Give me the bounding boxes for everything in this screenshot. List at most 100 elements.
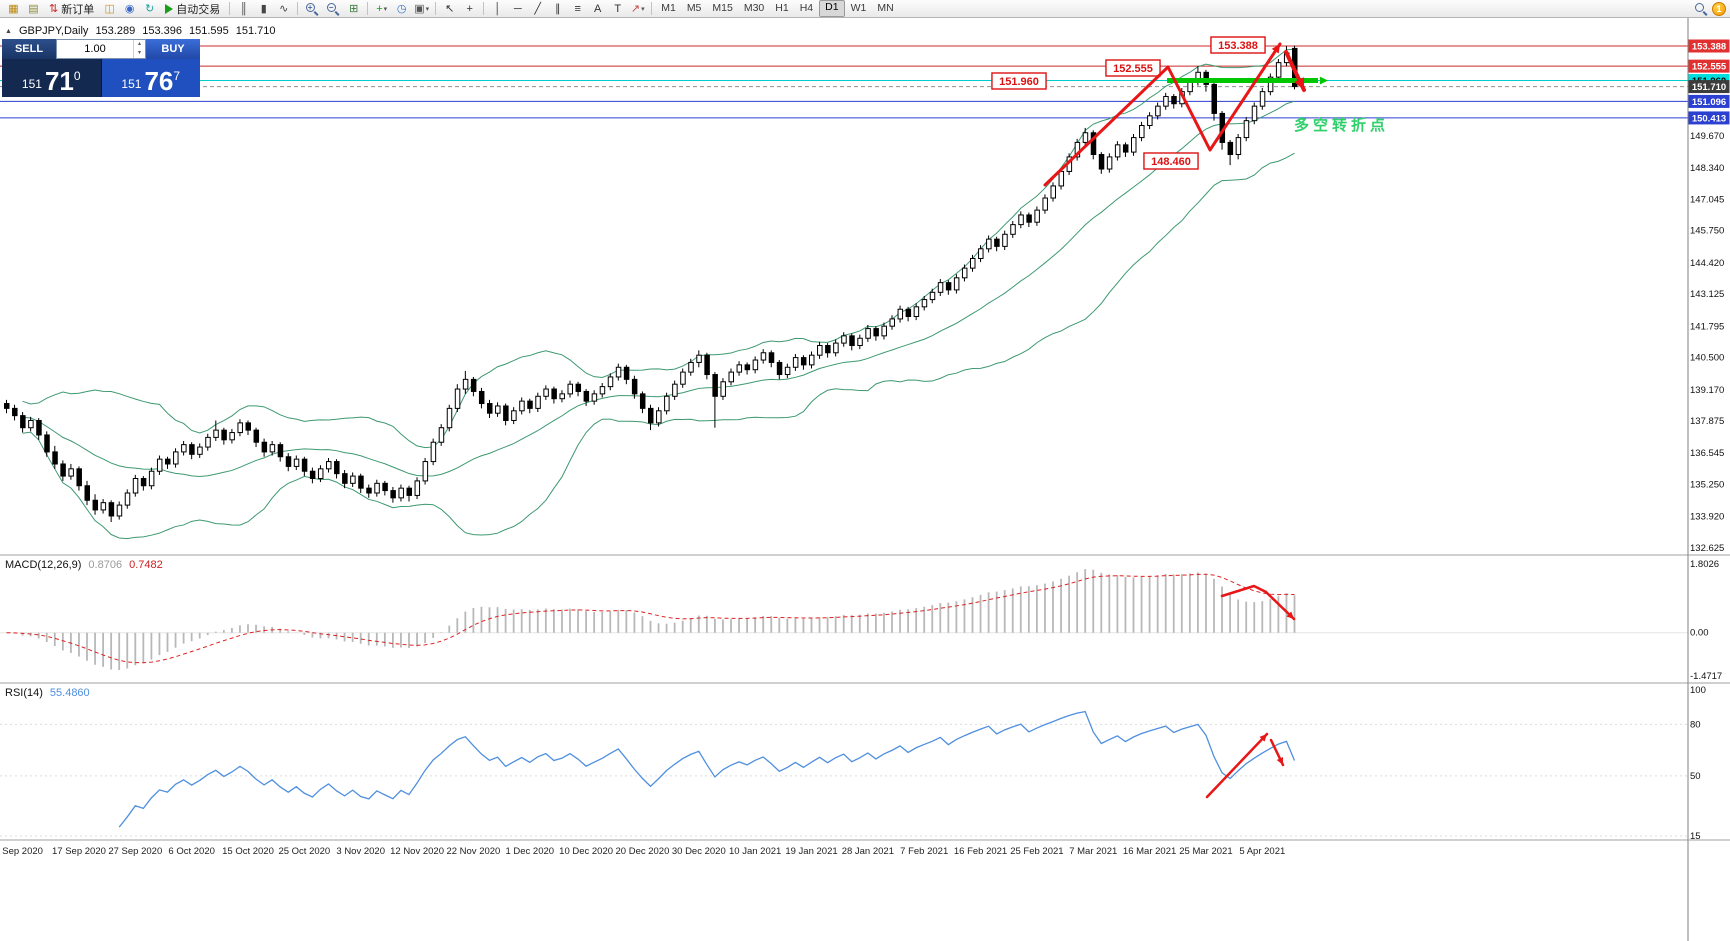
svg-text:151.710: 151.710 (1692, 82, 1726, 93)
svg-text:139.170: 139.170 (1690, 385, 1724, 396)
templates-icon[interactable]: ▣ ▾ (414, 3, 430, 15)
timeframe-m5[interactable]: M5 (686, 2, 702, 14)
sell-quote[interactable]: 151 71 0 (2, 59, 101, 97)
cursor-icon[interactable]: ↖ (445, 3, 455, 15)
arrows-tool-icon[interactable]: ↗ ▾ (630, 3, 645, 15)
search-icon[interactable] (1694, 2, 1708, 16)
zoom-in-icon[interactable]: + (305, 2, 319, 16)
time-axis[interactable] (0, 840, 1688, 941)
svg-text:19 Jan 2021: 19 Jan 2021 (785, 846, 837, 857)
buy-button[interactable]: BUY (146, 39, 200, 59)
svg-text:7 Mar 2021: 7 Mar 2021 (1069, 846, 1117, 857)
toolbar-separator (483, 2, 485, 15)
toolbar-separator (435, 2, 437, 15)
zoom-in-icon-sign: + (307, 2, 313, 12)
svg-text:16 Mar 2021: 16 Mar 2021 (1123, 846, 1176, 857)
volume-decrease-button[interactable]: ▾ (137, 50, 141, 56)
svg-text:137.875: 137.875 (1690, 416, 1724, 427)
buy-quote[interactable]: 151 76 7 (101, 59, 200, 97)
volume-field[interactable]: 1.00 ▴ ▾ (56, 39, 146, 59)
ohlc-low: 151.595 (188, 25, 229, 37)
new-order-button-label: 新订单 (61, 3, 95, 16)
rsi-name: RSI(14) (5, 687, 43, 699)
svg-text:135.250: 135.250 (1690, 480, 1724, 491)
notification-badge[interactable]: 1 (1712, 1, 1726, 16)
svg-text:153.388: 153.388 (1692, 42, 1726, 53)
svg-text:20 Dec 2020: 20 Dec 2020 (616, 846, 670, 857)
volume-value[interactable]: 1.00 (84, 43, 106, 55)
svg-text:12 Nov 2020: 12 Nov 2020 (390, 846, 444, 857)
timeframe-d1[interactable]: D1 (819, 0, 845, 17)
svg-text:10 Dec 2020: 10 Dec 2020 (559, 846, 613, 857)
text-label-icon[interactable]: T (614, 2, 622, 15)
timeframe-mn[interactable]: MN (877, 2, 894, 14)
refresh-icon[interactable]: ↻ (145, 3, 155, 15)
chart-canvas[interactable]: 149.670 148.340 147.045 145.750 144.420 143.1… (0, 18, 1730, 941)
autotrading-play-icon (165, 3, 174, 14)
svg-text:16 Feb 2021: 16 Feb 2021 (954, 846, 1007, 857)
volume-increase-button[interactable]: ▴ (137, 41, 141, 47)
timeframe-m15[interactable]: M15 (712, 2, 733, 14)
trendline-icon[interactable]: ╱ (534, 3, 542, 15)
new-order-button[interactable]: ⇅ 新订单 (44, 1, 99, 17)
svg-text:136.545: 136.545 (1690, 448, 1724, 459)
symbol-ohlc-line: ▲ GBPJPY,Daily 153.289 153.396 151.595 1… (5, 25, 276, 37)
tile-windows-icon[interactable]: ⊞ (349, 3, 359, 15)
svg-text:153.388: 153.388 (1218, 40, 1258, 52)
svg-text:15: 15 (1690, 831, 1701, 842)
svg-text:28 Jan 2021: 28 Jan 2021 (842, 846, 894, 857)
new-order-button-icon: ⇅ (49, 3, 59, 15)
svg-text:151.960: 151.960 (999, 76, 1039, 88)
alerts-icon[interactable]: ◉ (124, 3, 135, 15)
price-axis[interactable] (1688, 18, 1730, 840)
dropdown-caret-icon: ▾ (425, 5, 430, 13)
svg-text:152.555: 152.555 (1692, 62, 1727, 73)
timeframe-h1[interactable]: H1 (775, 2, 789, 14)
fibonacci-icon[interactable]: ≡ (574, 2, 581, 15)
crosshair-icon[interactable]: + (466, 2, 473, 15)
svg-text:151.096: 151.096 (1692, 97, 1726, 108)
horizontal-line-icon[interactable]: ─ (513, 2, 522, 15)
svg-text:25 Oct 2020: 25 Oct 2020 (278, 846, 330, 857)
toolbar: ▦ ▤ ⇅ 新订单 ◫ ◉ ↻ 自动交易 ║ ▮ ∿ + − ⊞ + ▾ ◷ ▣ ▾ ↖ + │ ─ ╱ ∥ ≡ A T ↗ ▾ M1 M5 M… (0, 0, 1730, 18)
candlestick-chart-icon[interactable]: ▮ (260, 3, 267, 15)
indicators-icon[interactable]: + ▾ (376, 2, 388, 15)
text-icon[interactable]: A (594, 2, 602, 15)
ohlc-open: 153.289 (95, 25, 136, 37)
bar-chart-icon[interactable]: ║ (239, 2, 248, 15)
profiles-icon[interactable]: ▤ (28, 3, 39, 15)
timeframe-m30[interactable]: M30 (743, 2, 765, 14)
svg-text:多空转折点: 多空转折点 (1294, 116, 1389, 134)
toolbar-separator (651, 2, 653, 15)
svg-text:-1.4717: -1.4717 (1690, 671, 1722, 682)
svg-text:149.670: 149.670 (1690, 131, 1724, 142)
vertical-line-icon[interactable]: │ (494, 2, 502, 15)
timeframe-h4[interactable]: H4 (799, 2, 814, 14)
autotrading-button[interactable]: 自动交易 (160, 1, 225, 17)
chart-symbol-icon: ▲ (5, 27, 12, 35)
svg-text:22 Nov 2020: 22 Nov 2020 (446, 846, 500, 857)
line-chart-icon[interactable]: ∿ (279, 3, 289, 15)
buy-price-sup: 7 (173, 69, 181, 83)
macd-value: 0.8706 (88, 559, 123, 571)
svg-text:10 Jan 2021: 10 Jan 2021 (729, 846, 781, 857)
channel-icon[interactable]: ∥ (554, 3, 561, 15)
timeframe-w1[interactable]: W1 (850, 2, 867, 14)
svg-text:144.420: 144.420 (1690, 258, 1724, 269)
svg-text:152.555: 152.555 (1113, 63, 1153, 75)
buy-price-big: 76 (144, 66, 174, 96)
ohlc-high: 153.396 (142, 25, 182, 37)
svg-text:5 Apr 2021: 5 Apr 2021 (1239, 846, 1285, 857)
svg-text:132.625: 132.625 (1690, 543, 1724, 554)
timeframe-m1[interactable]: M1 (661, 2, 676, 14)
autotrading-button-label: 自动交易 (176, 3, 221, 16)
market-depth-icon[interactable]: ◫ (104, 3, 115, 15)
sell-button[interactable]: SELL (2, 39, 56, 59)
zoom-out-icon-sign: − (328, 2, 334, 12)
rsi-indicator-label: RSI(14) 55.4860 (5, 687, 90, 699)
zoom-out-icon[interactable]: − (326, 2, 340, 16)
dropdown-caret-icon: ▾ (383, 5, 388, 13)
cycles-icon[interactable]: ◷ (396, 3, 407, 15)
svg-text:150.413: 150.413 (1692, 113, 1726, 124)
new-chart-icon[interactable]: ▦ (8, 3, 19, 15)
